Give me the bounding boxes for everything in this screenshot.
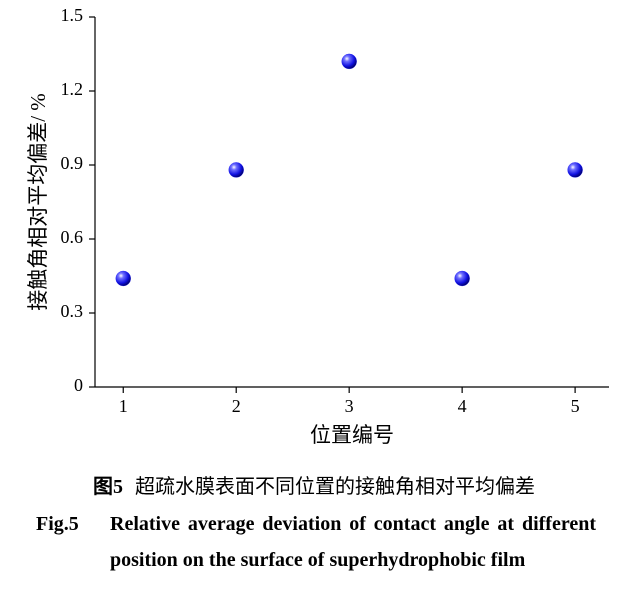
caption-text: Relative average deviation of contact an… [110,513,596,571]
y-tick-label: 0.3 [61,301,84,321]
point [341,53,357,70]
y-axis-title: 接触角相对平均偏差/ % [26,93,50,311]
x-tick-label: 3 [345,396,354,416]
x-tick-label: 4 [458,396,467,416]
point [115,270,131,287]
y-tick-label: 0.6 [61,227,84,247]
y-tick-label: 0 [74,375,83,395]
caption-text: 超疏水膜表面不同位置的接触角相对平均偏差 [135,476,535,498]
y-tick-label: 1.5 [61,5,84,25]
x-tick-label: 5 [571,396,580,416]
y-tick-label: 0.9 [61,153,84,173]
point [454,270,470,287]
chart: 接触角相对平均偏差/ % 位置编号 0 0.3 0.6 0.9 1.2 1.5 1 2 3 4 5 [26,5,609,447]
caption-en: Fig.5 Relative average deviation of conta… [36,506,596,578]
caption-cn: 图5 超疏水膜表面不同位置的接触角相对平均偏差 [0,470,628,499]
x-axis-title: 位置编号 [310,423,394,447]
x-tick-label: 1 [119,396,128,416]
caption-label: 图5 [93,476,123,498]
x-tick-label: 2 [232,396,241,416]
point [567,162,583,178]
point [228,162,244,178]
caption-label: Fig.5 [36,513,79,535]
y-tick-label: 1.2 [61,79,84,99]
